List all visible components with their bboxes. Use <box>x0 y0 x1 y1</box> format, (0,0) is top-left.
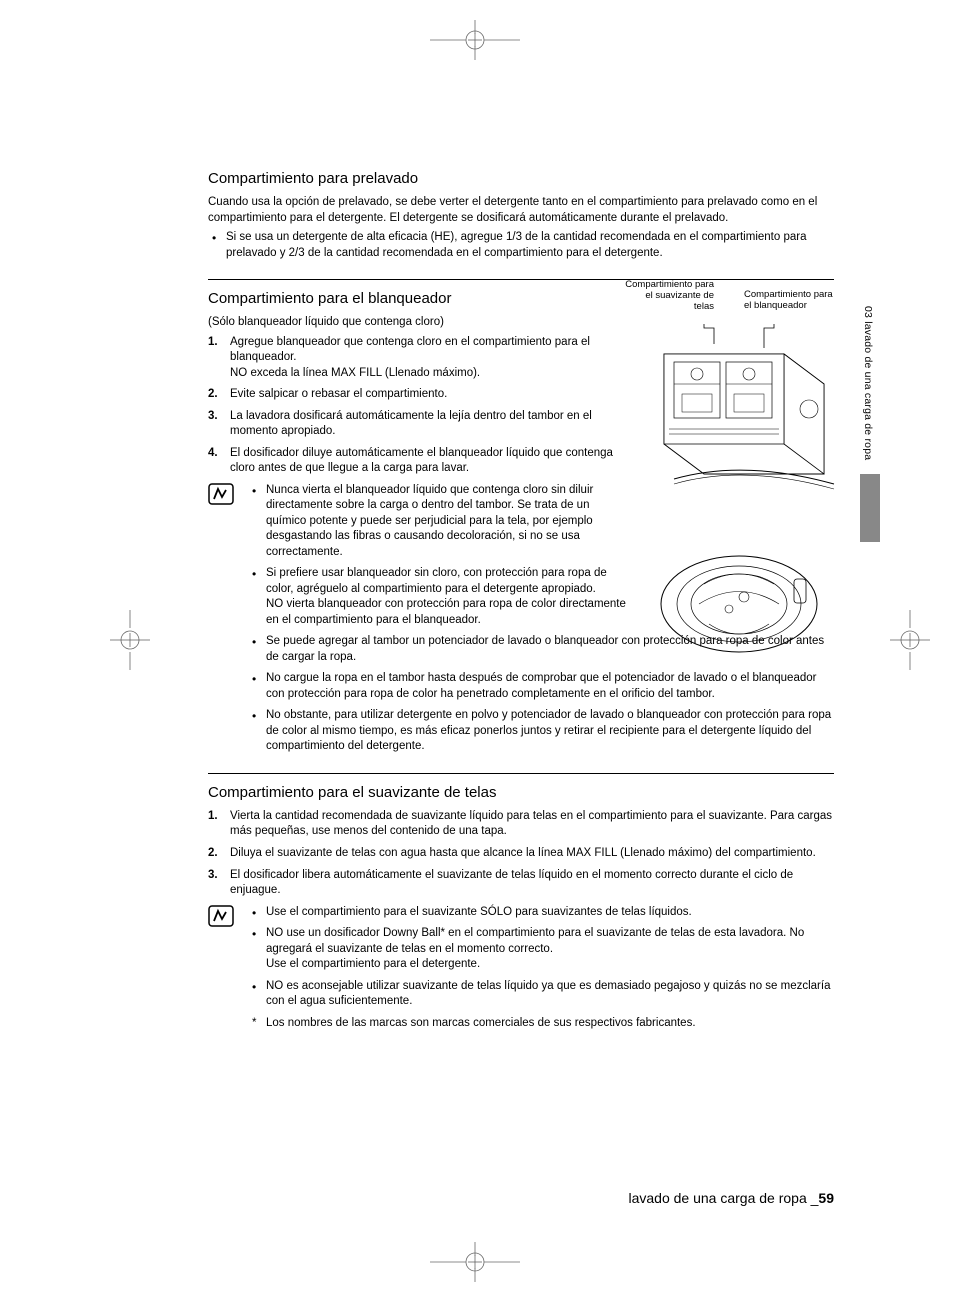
note-icon <box>208 483 234 505</box>
bleach-note-block-2: Se puede agregar al tambor un potenciado… <box>208 634 834 755</box>
page-content: Compartimiento para prelavado Cuando usa… <box>208 170 834 1049</box>
crop-mark-left <box>110 610 150 670</box>
prewash-bullet: Si se usa un detergente de alta eficacia… <box>208 230 834 261</box>
section-tab-label: 03 lavado de una carga de ropa <box>860 300 876 466</box>
bleach-note-5: No obstante, para utilizar detergente en… <box>248 708 834 755</box>
page-footer: lavado de una carga de ropa _59 <box>208 1190 834 1206</box>
heading-softener: Compartimiento para el suavizante de tel… <box>208 784 834 801</box>
heading-bleach: Compartimiento para el blanqueador <box>208 290 628 307</box>
bleach-note-4: No cargue la ropa en el tambor hasta des… <box>248 671 834 702</box>
section-prewash: Compartimiento para prelavado Cuando usa… <box>208 170 834 261</box>
bleach-note-1: Nunca vierta el blanqueador líquido que … <box>248 483 628 561</box>
prewash-intro: Cuando usa la opción de prelavado, se de… <box>208 195 834 226</box>
fig-label-bleach: Compartimiento para el blanqueador <box>744 290 834 312</box>
section-tab: 03 lavado de una carga de ropa <box>860 300 880 542</box>
crop-mark-bottom <box>430 1242 520 1282</box>
softener-step-3: 3.El dosificador libera automáticamente … <box>208 868 834 899</box>
trademark-note: *Los nombres de las marcas son marcas co… <box>248 1016 834 1032</box>
section-softener: Compartimiento para el suavizante de tel… <box>208 773 834 1031</box>
bleach-step-3: 3.La lavadora dosificará automáticamente… <box>208 409 628 440</box>
page-number: 59 <box>818 1190 834 1206</box>
crop-mark-top <box>430 20 520 60</box>
dispenser-figure: Compartimiento para el suavizante de tel… <box>644 280 844 674</box>
fig-label-softener: Compartimiento para el suavizante de tel… <box>624 280 714 313</box>
note-icon <box>208 905 234 927</box>
bleach-subtitle: (Sólo blanqueador líquido que contenga c… <box>208 315 628 331</box>
softener-step-2: 2.Diluya el suavizante de telas con agua… <box>208 846 834 862</box>
bleach-step-1: 1. Agregue blanqueador que contenga clor… <box>208 335 628 382</box>
bleach-step-4: 4.El dosificador diluye automáticamente … <box>208 446 628 477</box>
softener-note-block: Use el compartimiento para el suavizante… <box>208 905 834 1032</box>
bleach-note-3: Se puede agregar al tambor un potenciado… <box>248 634 834 665</box>
crop-mark-right <box>890 610 930 670</box>
footer-text: lavado de una carga de ropa _ <box>628 1190 818 1206</box>
section-tab-bar <box>860 474 880 542</box>
softener-step-1: 1.Vierta la cantidad recomendada de suav… <box>208 809 834 840</box>
dispenser-illustration <box>644 324 844 524</box>
bleach-note-2: Si prefiere usar blanqueador sin cloro, … <box>248 566 628 628</box>
softener-note-2: NO use un dosificador Downy Ball* en el … <box>248 926 834 973</box>
softener-note-1: Use el compartimiento para el suavizante… <box>248 905 834 921</box>
bleach-step-2: 2.Evite salpicar o rebasar el compartimi… <box>208 387 628 403</box>
softener-note-3: NO es aconsejable utilizar suavizante de… <box>248 979 834 1010</box>
heading-prewash: Compartimiento para prelavado <box>208 170 834 187</box>
section-bleach: Compartimiento para el blanqueador (Sólo… <box>208 279 834 755</box>
bleach-note-block: Nunca vierta el blanqueador líquido que … <box>208 483 628 629</box>
